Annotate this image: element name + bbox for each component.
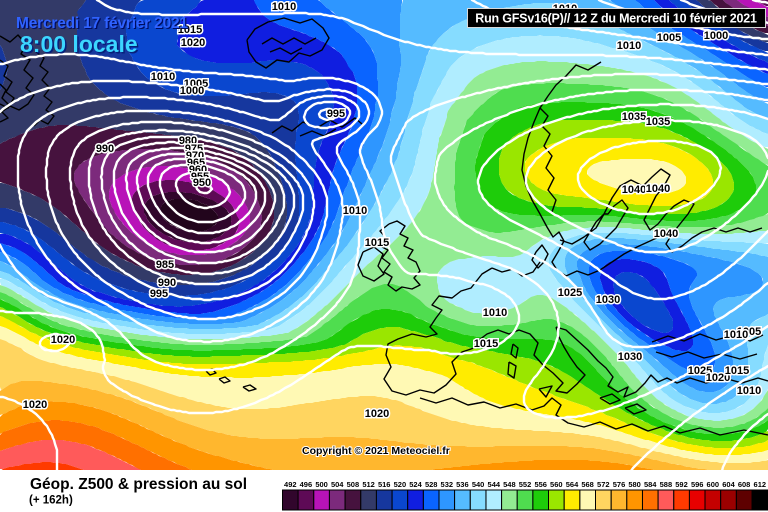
svg-text:1005: 1005	[737, 326, 761, 338]
svg-text:1040: 1040	[646, 183, 670, 195]
svg-text:1020: 1020	[51, 334, 75, 346]
svg-text:520: 520	[394, 480, 407, 489]
svg-text:548: 548	[503, 480, 516, 489]
svg-text:1020: 1020	[23, 399, 47, 411]
svg-text:1010: 1010	[343, 205, 367, 217]
svg-text:580: 580	[628, 480, 641, 489]
svg-text:Copyright © 2021 Meteociel.fr: Copyright © 2021 Meteociel.fr	[302, 445, 450, 457]
svg-text:1035: 1035	[622, 111, 646, 123]
svg-text:1040: 1040	[622, 184, 646, 196]
svg-text:596: 596	[691, 480, 704, 489]
svg-text:600: 600	[707, 480, 720, 489]
svg-text:1015: 1015	[725, 365, 749, 377]
svg-text:8:00 locale: 8:00 locale	[22, 33, 140, 59]
svg-text:995: 995	[150, 288, 168, 300]
svg-text:950: 950	[193, 177, 211, 189]
svg-text:970: 970	[186, 150, 204, 162]
svg-text:1015: 1015	[474, 338, 498, 350]
svg-text:568: 568	[581, 480, 594, 489]
svg-text:560: 560	[550, 480, 563, 489]
svg-text:1020: 1020	[706, 372, 730, 384]
svg-text:536: 536	[456, 480, 469, 489]
svg-text:556: 556	[534, 480, 547, 489]
svg-text:1030: 1030	[596, 294, 620, 306]
svg-text:604: 604	[722, 480, 735, 489]
svg-text:1025: 1025	[558, 287, 582, 299]
svg-text:540: 540	[472, 480, 485, 489]
svg-text:1000: 1000	[704, 30, 728, 42]
svg-text:1010: 1010	[151, 71, 175, 83]
svg-text:552: 552	[519, 480, 532, 489]
svg-text:492: 492	[284, 480, 297, 489]
svg-text:512: 512	[362, 480, 375, 489]
svg-text:1020: 1020	[365, 408, 389, 420]
svg-text:1010: 1010	[483, 307, 507, 319]
svg-text:564: 564	[566, 480, 579, 489]
svg-text:1010: 1010	[737, 385, 761, 397]
svg-text:1030: 1030	[618, 351, 642, 363]
svg-text:985: 985	[156, 259, 174, 271]
svg-text:1025: 1025	[688, 365, 712, 377]
svg-text:544: 544	[488, 480, 501, 489]
svg-text:588: 588	[660, 480, 673, 489]
svg-text:975: 975	[185, 143, 203, 155]
svg-text:1000: 1000	[180, 85, 204, 97]
svg-text:1035: 1035	[646, 116, 670, 128]
svg-text:Run GFSv16(P)// 12 Z du Mercre: Run GFSv16(P)// 12 Z du Mercredi 10 févr…	[475, 12, 757, 26]
svg-text:990: 990	[96, 143, 114, 155]
svg-text:990: 990	[158, 277, 176, 289]
svg-text:500: 500	[315, 480, 328, 489]
svg-text:980: 980	[179, 135, 197, 147]
svg-text:8:00 locale: 8:00 locale	[20, 31, 138, 57]
svg-text:524: 524	[409, 480, 422, 489]
svg-text:576: 576	[613, 480, 626, 489]
svg-text:Mercredi 17 février 2021: Mercredi 17 février 2021	[16, 15, 188, 32]
svg-text:955: 955	[191, 171, 209, 183]
svg-text:1015: 1015	[178, 24, 202, 36]
svg-text:1010: 1010	[272, 1, 296, 13]
svg-text:528: 528	[425, 480, 438, 489]
svg-text:960: 960	[189, 164, 207, 176]
svg-text:516: 516	[378, 480, 391, 489]
svg-text:1010: 1010	[724, 329, 748, 341]
svg-text:1005: 1005	[657, 32, 681, 44]
svg-text:1010: 1010	[617, 40, 641, 52]
svg-text:Mercredi 17 février 2021: Mercredi 17 février 2021	[17, 16, 189, 33]
svg-text:1005: 1005	[184, 78, 208, 90]
svg-text:612: 612	[754, 480, 767, 489]
svg-text:572: 572	[597, 480, 610, 489]
svg-text:608: 608	[738, 480, 751, 489]
svg-text:Géop. Z500 & pression au sol: Géop. Z500 & pression au sol	[30, 476, 247, 493]
svg-text:504: 504	[331, 480, 344, 489]
svg-text:965: 965	[187, 157, 205, 169]
svg-text:592: 592	[675, 480, 688, 489]
svg-text:1020: 1020	[181, 37, 205, 49]
svg-text:496: 496	[300, 480, 313, 489]
svg-text:(+ 162h): (+ 162h)	[29, 495, 73, 507]
svg-text:1040: 1040	[654, 228, 678, 240]
svg-text:508: 508	[347, 480, 360, 489]
svg-text:584: 584	[644, 480, 657, 489]
svg-text:995: 995	[327, 108, 345, 120]
svg-text:1015: 1015	[365, 237, 389, 249]
svg-text:532: 532	[441, 480, 454, 489]
